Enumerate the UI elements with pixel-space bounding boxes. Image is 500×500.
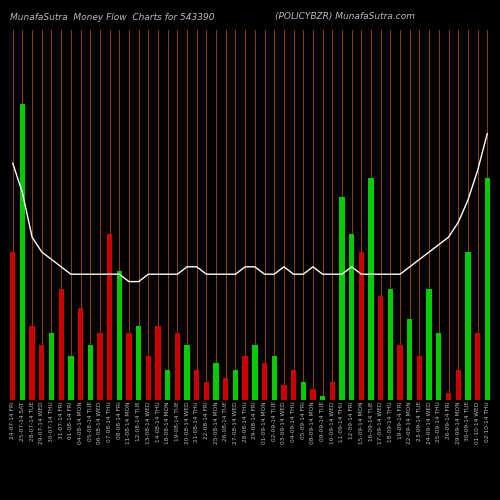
Bar [252,344,258,400]
Bar [184,344,190,400]
Bar [88,344,93,400]
Bar [262,363,267,400]
Bar [204,382,209,400]
Bar [242,356,248,400]
Bar [194,370,200,400]
Bar [388,289,393,400]
Bar [407,318,412,400]
Bar [330,382,335,400]
Bar [165,370,170,400]
Bar [223,378,228,400]
Bar [10,252,16,400]
Bar [340,196,344,400]
Bar [475,334,480,400]
Bar [436,334,442,400]
Bar [30,326,35,400]
Bar [126,334,132,400]
Bar [446,392,451,400]
Bar [97,334,102,400]
Bar [107,234,112,400]
Text: MunafaSutra  Money Flow  Charts for 543390: MunafaSutra Money Flow Charts for 543390 [10,12,214,22]
Bar [233,370,238,400]
Bar [214,363,219,400]
Text: (POLICYBZR) MunafaSutra.com: (POLICYBZR) MunafaSutra.com [275,12,415,22]
Bar [368,178,374,400]
Bar [156,326,160,400]
Bar [417,356,422,400]
Bar [349,234,354,400]
Bar [20,104,25,400]
Bar [272,356,277,400]
Bar [39,344,44,400]
Bar [146,356,151,400]
Bar [49,334,54,400]
Bar [300,382,306,400]
Bar [378,296,384,400]
Bar [78,308,83,400]
Bar [484,178,490,400]
Bar [116,270,122,400]
Bar [426,289,432,400]
Bar [398,344,403,400]
Bar [58,289,64,400]
Bar [320,396,326,400]
Bar [174,334,180,400]
Bar [291,370,296,400]
Bar [465,252,470,400]
Bar [68,356,73,400]
Bar [456,370,461,400]
Bar [136,326,141,400]
Bar [358,252,364,400]
Bar [281,385,286,400]
Bar [310,389,316,400]
